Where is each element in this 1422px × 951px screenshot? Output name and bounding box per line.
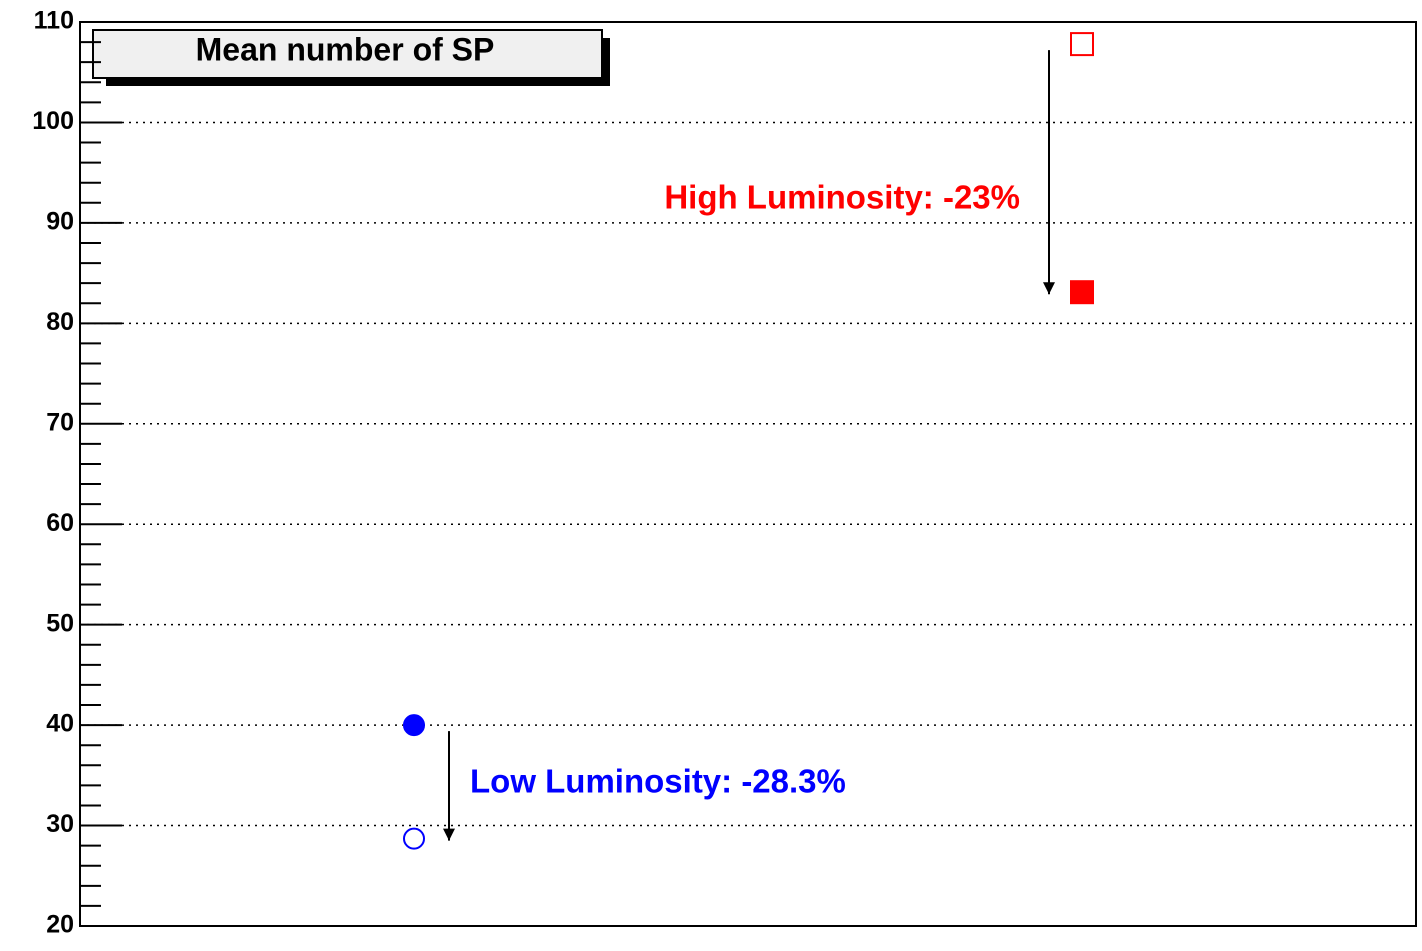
y-tick-label: 30: [46, 810, 74, 838]
y-tick-label: 60: [46, 509, 74, 537]
annotation: High Luminosity: -23%: [664, 179, 1020, 216]
arrow-head: [443, 828, 455, 841]
chart-title: Mean number of SP: [196, 31, 495, 67]
plot-frame: [79, 21, 1417, 927]
y-tick-label: 100: [32, 107, 74, 135]
title-box: [92, 29, 603, 79]
arrow-head: [1043, 282, 1055, 295]
point: [403, 714, 425, 737]
point: [1070, 280, 1094, 305]
y-tick-label: 40: [46, 710, 74, 738]
y-tick-label: 20: [46, 911, 74, 939]
y-tick-label: 90: [46, 207, 74, 235]
y-tick-label: 70: [46, 408, 74, 436]
y-tick-label: 80: [46, 308, 74, 336]
point: [403, 827, 425, 850]
y-tick-label: 110: [34, 7, 74, 35]
y-tick-label: 50: [46, 609, 74, 637]
point: [1070, 32, 1094, 57]
annotation: Low Luminosity: -28.3%: [470, 763, 846, 800]
